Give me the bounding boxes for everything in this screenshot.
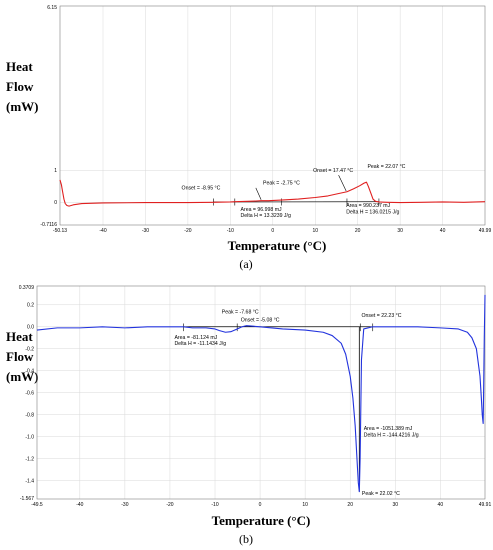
chart-b-ylabel-line-1: Heat [6, 329, 33, 344]
chart-b-xlabel: Temperature (°C) [212, 513, 311, 528]
chart-a-series-line [59, 179, 486, 207]
chart-a-series [59, 175, 486, 207]
chart-a-annotation-line: Peak = -2.75 °C [263, 181, 300, 187]
chart-b-x-tick-label: -10 [211, 502, 218, 508]
chart-a-annotation: Area = 96.998 mJ Delta H = 13.3239 J/g [241, 207, 291, 219]
chart-b-ylabel-line-3: (mW) [6, 369, 39, 384]
chart-a-annotation-line: Area = 990.237 mJ [346, 203, 390, 209]
chart-a-x-tick-label: -10 [227, 228, 234, 234]
chart-a-plot-frame [59, 5, 486, 226]
chart-b-x-max-label: 49.91 [479, 502, 492, 508]
chart-b-x-tick-label: -20 [166, 502, 173, 508]
chart-b-annotation-line: Peak = 22.02 °C [362, 491, 400, 497]
chart-b-y-tick-label: 0.0 [27, 325, 34, 331]
chart-b-x-tick-label: 40 [438, 502, 444, 508]
chart-a-ylabel-line-2: Flow [6, 79, 34, 94]
chart-a-xlabel: Temperature (°C) [228, 238, 327, 253]
chart-a-annotation-line: Onset = 17.47 °C [313, 168, 353, 174]
chart-b-x-min-label: -49.5 [31, 502, 43, 508]
chart-b-x-tick-label: 0 [259, 502, 262, 508]
chart-a-x-tick-label: -30 [142, 228, 149, 234]
chart-a-x-max-label: 49.99 [479, 228, 492, 234]
chart-b-annotation: Area = -1051.389 mJ Delta H = -144.4216 J… [364, 426, 419, 438]
chart-a-x-tick-label: 10 [312, 228, 318, 234]
chart-b-annotation: Peak = -7.68 °C [222, 310, 259, 316]
chart-b-y-tick-label: -1.0 [25, 434, 34, 440]
chart-b-y-tick-label: -1.4 [25, 478, 34, 484]
chart-a: Heat Flow (mW) -40 -30 -20 -10 0 10 20 30 40-50.… [6, 5, 491, 271]
chart-a-annotation-line: Delta H = 13.3239 J/g [241, 213, 291, 219]
chart-b-x-tick-label: 20 [347, 502, 353, 508]
chart-a-tick-labels: -40 -30 -20 -10 0 10 20 30 40 -50.13 49.99 0 1 6.15 -0… [40, 5, 491, 234]
chart-a-annotation-line: Delta H = 136.0215 J/g [346, 209, 399, 215]
chart-b-series [36, 294, 486, 493]
chart-b-y-tick-label: -0.2 [25, 347, 34, 353]
chart-b-annotation: Onset = -5.08 °C [241, 317, 280, 323]
chart-b-y-tick-label: -0.8 [25, 412, 34, 418]
chart-b-y-tick-label: -0.6 [25, 391, 34, 397]
chart-b-annotation-line: Peak = -7.68 °C [222, 310, 259, 316]
chart-b-x-tick-label: -30 [121, 502, 128, 508]
chart-a-x-tick-label: 0 [271, 228, 274, 234]
chart-b-annotation-line: Area = -81.124 mJ [174, 335, 217, 341]
chart-a-x-tick-label: 40 [440, 228, 446, 234]
chart-a-x-tick-label: 20 [355, 228, 361, 234]
chart-a-x-tick-label: -20 [184, 228, 191, 234]
chart-b-y-min-label: -1.567 [20, 496, 34, 502]
chart-b-y-tick-label: -1.2 [25, 456, 34, 462]
chart-a-panel-label: (a) [239, 257, 252, 271]
chart-b-x-tick-label: 30 [392, 502, 398, 508]
chart-a-x-tick-label: 30 [397, 228, 403, 234]
chart-a-annotation-line: Onset = -8.95 °C [182, 186, 221, 192]
chart-a-x-tick-label: -40 [99, 228, 106, 234]
chart-a-grid [60, 6, 485, 225]
chart-b: Heat Flow (mW) -40 -30 -20 -10 0 10 20 30 40 -49.… [6, 285, 491, 546]
chart-a-y-max-label: 6.15 [47, 5, 57, 11]
chart-b-x-tick-label: -40 [76, 502, 83, 508]
chart-a-onset-leader [338, 175, 347, 192]
chart-b-y-tick-label: -0.4 [25, 369, 34, 375]
chart-a-ylabel-line-3: (mW) [6, 99, 39, 114]
chart-a-annotation-line: Area = 96.998 mJ [241, 207, 282, 213]
chart-b-x-tick-label: 10 [302, 502, 308, 508]
chart-a-y-tick-label: 0 [54, 200, 57, 206]
chart-b-plot-frame [36, 285, 486, 500]
chart-b-series-line [36, 294, 486, 493]
chart-b-annotation-line: Area = -1051.389 mJ [364, 426, 413, 432]
chart-b-ylabel-line-2: Flow [6, 349, 34, 364]
chart-a-annotation-line: Peak = 22.07 °C [367, 164, 405, 170]
chart-a-y-min-label: -0.7116 [40, 222, 57, 228]
chart-b-panel-label: (b) [239, 532, 253, 546]
chart-b-annotation: Area = -81.124 mJ Delta H = -11.1434 J/g [174, 335, 226, 347]
chart-a-y-tick-label: 1 [54, 168, 57, 174]
chart-b-y-max-label: 0.3709 [19, 285, 35, 291]
chart-b-annotation-line: Delta H = -144.4216 J/g [364, 432, 419, 438]
chart-a-x-min-label: -50.13 [53, 228, 67, 234]
chart-a-annotation: Area = 990.237 mJ Delta H = 136.0215 J/g [346, 203, 399, 215]
chart-b-annotation: Onset = 22.23 °C [361, 313, 401, 319]
chart-a-ylabel-line-1: Heat [6, 59, 33, 74]
chart-b-annotation-line: Onset = -5.08 °C [241, 317, 280, 323]
chart-a-annotations: Onset = -8.95 °C Peak = -2.75 °C Area = 96… [182, 164, 406, 219]
chart-a-annotation: Onset = -8.95 °C [182, 186, 221, 192]
chart-b-annotation-line: Delta H = -11.1434 J/g [174, 341, 226, 347]
chart-a-annotation: Peak = 22.07 °C [367, 164, 405, 170]
chart-a-peak-leader [255, 187, 262, 200]
chart-b-tick-labels: -40 -30 -20 -10 0 10 20 30 40 -49.5 49.91 0.2 0.0 -0.… [19, 285, 492, 508]
chart-b-annotation: Peak = 22.02 °C [362, 491, 400, 497]
chart-b-y-tick-label: 0.2 [27, 303, 34, 309]
chart-a-annotation: Onset = 17.47 °C [313, 168, 353, 174]
chart-b-annotation-line: Onset = 22.23 °C [361, 313, 401, 319]
chart-a-annotation: Peak = -2.75 °C [263, 181, 300, 187]
